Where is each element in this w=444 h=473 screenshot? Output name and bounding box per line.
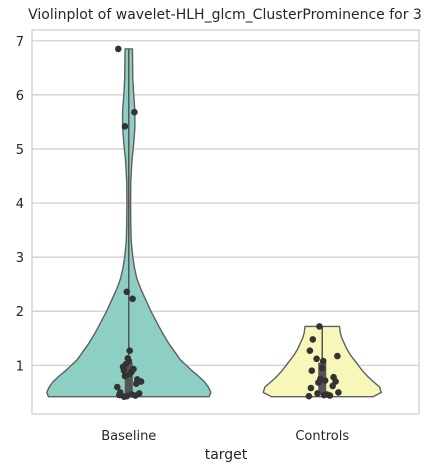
data-point (326, 392, 334, 399)
data-point (314, 390, 321, 397)
y-tick-labels: 1 2 3 4 5 6 7 (16, 35, 24, 375)
data-point (309, 336, 317, 343)
data-point (321, 377, 329, 384)
y-tick-label: 5 (16, 143, 24, 158)
data-point (123, 288, 131, 296)
data-point (121, 372, 129, 380)
data-point (319, 364, 326, 372)
data-point (121, 123, 129, 130)
y-tick-label: 4 (16, 197, 24, 212)
y-tick-label: 2 (16, 305, 24, 320)
data-point (329, 382, 337, 390)
x-tick-label: Baseline (101, 429, 156, 444)
data-point (129, 295, 136, 303)
y-gridlines (32, 40, 419, 366)
y-tick-label: 6 (16, 89, 24, 104)
data-point (320, 391, 328, 399)
y-tick-label: 1 (16, 359, 24, 374)
x-tick-label: Controls (295, 429, 349, 444)
data-point (315, 379, 322, 386)
data-point (120, 367, 128, 375)
data-point (305, 392, 313, 400)
data-point (319, 357, 327, 365)
data-point (335, 389, 342, 396)
data-point (120, 393, 128, 401)
data-point (306, 347, 314, 355)
data-point (308, 367, 316, 375)
data-point (126, 347, 133, 355)
data-point (131, 108, 138, 116)
data-point (133, 380, 140, 388)
data-point (334, 352, 341, 360)
x-tick-labels: Baseline Controls (101, 429, 349, 444)
data-point (307, 384, 315, 392)
data-point (313, 355, 320, 363)
data-point (114, 383, 121, 391)
data-point (316, 323, 323, 330)
violin-iqr-box (124, 362, 133, 395)
plot-frame (31, 29, 420, 415)
chart-title: Violinplot of wavelet-HLH_glcm_ClusterPr… (28, 7, 422, 23)
violins (46, 45, 383, 401)
y-tick-label: 3 (16, 251, 24, 266)
x-axis-label: target (205, 447, 248, 463)
data-point (132, 392, 139, 399)
data-point (115, 45, 122, 53)
y-tick-label: 7 (16, 35, 24, 50)
